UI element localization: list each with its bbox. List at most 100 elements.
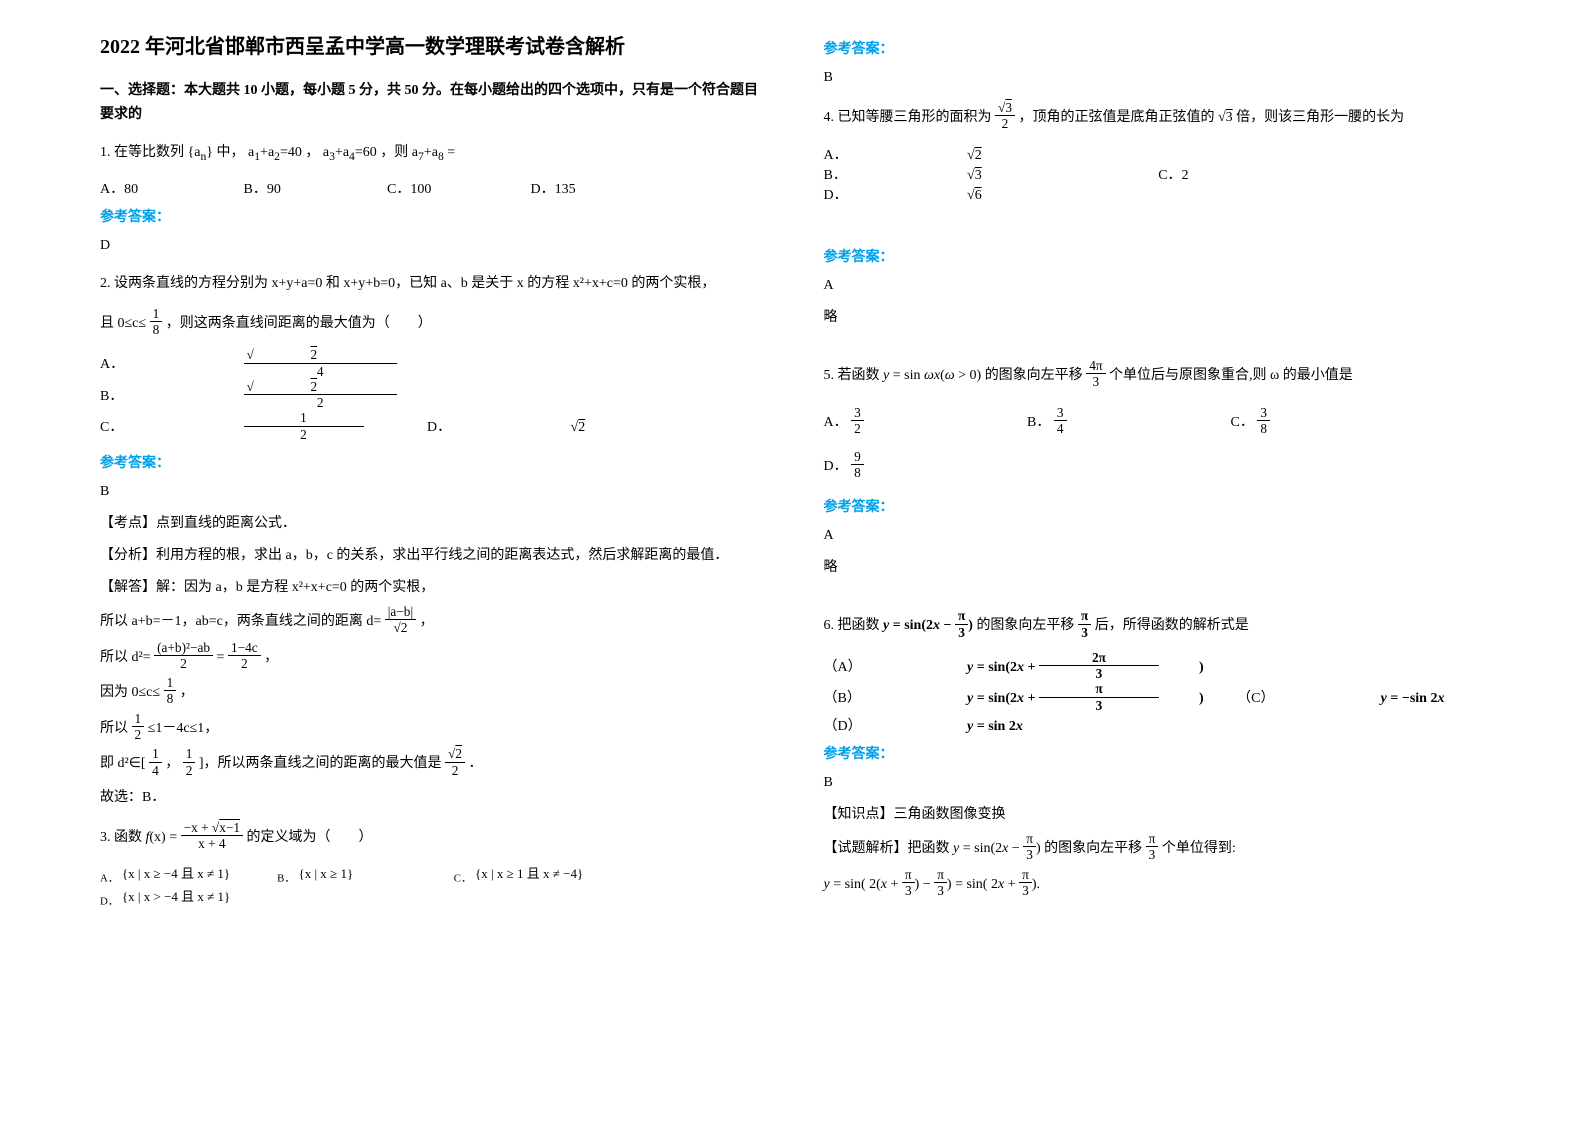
frac-pi-3h: π3 (1019, 867, 1032, 899)
q6-exp2-mid: 的图象向左平移 (1044, 841, 1142, 856)
frac-1-4: 14 (149, 746, 162, 778)
q4-opt-a: A． √2 (824, 144, 1135, 164)
q4-opt-a-label: A． (824, 144, 944, 164)
q3-opt-d-pre: D． (100, 896, 119, 908)
sqrt2: √2 (571, 420, 719, 436)
q5-opt-d-label: D． (824, 459, 848, 474)
q2-answer-label: 参考答案： (100, 452, 764, 472)
q6-opt-d-label: （D） (824, 715, 944, 735)
q2-exp5-prefix: 所以 d²= (100, 650, 151, 665)
q4-exp: 略 (824, 304, 1488, 332)
q6-opt-c-label: （C） (1237, 687, 1357, 707)
q6-stem-mid: 的图象向左平移 (976, 618, 1074, 633)
frac-2pi-3: 2π3 (1039, 650, 1179, 682)
q4-opt-b: B． √3 (824, 164, 1135, 184)
q1-opt-c: C．100 (387, 178, 507, 198)
q2-opt-b: B． √22 (100, 381, 437, 413)
q2-opt-a: A． √24 (100, 349, 437, 381)
question-6: 6. 把函数 y = sin(2x − π3) 的图象向左平移 π3 后，所得函… (824, 610, 1488, 642)
q3-stem-suffix: 的定义域为（ ） (247, 830, 373, 845)
q1-stem-mid2: ， (305, 145, 319, 160)
q6-exp2: 【试题解析】把函数 y = sin(2x − π3) 的图象向左平移 π3 个单… (824, 833, 1488, 865)
q4-stem-suffix: 倍，则该三角形一腰的长为 (1236, 110, 1404, 125)
q3-opt-a: A． {x | x ≥ −4 且 x ≠ 1} (100, 863, 262, 886)
q1-eq3: a7+a8 (412, 145, 444, 160)
frac-pi-3g: π3 (934, 867, 947, 899)
q2-exp8-mid: ， (165, 756, 179, 771)
q2-exp8: 即 d²∈[ 14 ， 12 ]，所以两条直线之间的距离的最大值是 √22 ． (100, 748, 764, 780)
sqrt2b: √2 (967, 148, 1115, 164)
frac-absab-r2: |a−b|√2 (385, 604, 416, 636)
q4-options: A． √2 B． √3 C．2 D． √6 (824, 144, 1488, 204)
q6-func: y = sin(2x − π3) (883, 618, 973, 633)
q2-exp6-suffix: ， (180, 685, 194, 700)
q1-options: A．80 B．90 C．100 D．135 (100, 178, 764, 198)
q2-exp4-suffix: ， (420, 614, 434, 629)
q3-opt-d: D． {x | x > −4 且 x ≠ 1} (100, 886, 262, 909)
frac-1-8b: 18 (164, 675, 177, 707)
q5-answer-label: 参考答案： (824, 496, 1488, 516)
frac-r2-2: √22 (244, 379, 417, 411)
q2-exp1: 【考点】点到直线的距离公式． (100, 510, 764, 538)
q1-stem-mid1: 中， (217, 145, 245, 160)
q4-opt-b-label: B． (824, 164, 944, 184)
frac-1-2c: 12 (183, 746, 196, 778)
q3-opt-b-txt: {x | x ≥ 1} (298, 866, 418, 882)
q3-opt-d-txt: {x | x > −4 且 x ≠ 1} (122, 886, 242, 905)
q1-stem-suffix: = (447, 145, 455, 160)
q2-opt-c-label: C． (100, 416, 220, 436)
frac-4pi-3: 4π3 (1086, 358, 1105, 390)
frac-r2-4: √24 (244, 347, 417, 379)
q2-exp9: 故选：B． (100, 784, 764, 812)
q1-answer: D (100, 232, 764, 260)
frac-1-2: 12 (244, 410, 384, 442)
q5-opt-d: D． 98 (824, 451, 1024, 483)
q5-opt-b: B． 34 (1027, 407, 1227, 439)
q4-opt-d: D． √6 (824, 184, 1135, 204)
q6-stem-prefix: 6. 把函数 (824, 618, 880, 633)
q1-seq: {an} (188, 145, 214, 160)
frac-pi-3f: π3 (902, 867, 915, 899)
q4-r3: √3 (1218, 110, 1233, 125)
q4-stem-mid: ，顶角的正弦值是底角正弦值的 (1018, 110, 1214, 125)
q5-opt-b-label: B． (1027, 415, 1050, 430)
q2-opt-a-label: A． (100, 353, 220, 373)
q3-opt-b: B． {x | x ≥ 1} (277, 866, 438, 886)
q3-opt-c-pre: C． (454, 873, 472, 885)
q5-opt-a-label: A． (824, 415, 848, 430)
q5-stem-mid: 的图象向左平移 (985, 368, 1083, 383)
q6-exp1: 【知识点】三角函数图像变换 (824, 801, 1488, 829)
frac-pi-3d: π3 (1023, 831, 1036, 863)
q5-options: A． 32 B． 34 C． 38 D． 98 (824, 401, 1488, 488)
q6-opt-a-label: （A） (824, 656, 944, 676)
q5-func: y = sin ωx(ω > 0) (883, 368, 981, 383)
q2-exp4-prefix: 所以 a+b=－1，ab=c，两条直线之间的距离 d= (100, 614, 381, 629)
q3-func: f(x) = −x + √x−1x + 4 (146, 830, 247, 845)
sqrt6: √6 (967, 188, 1115, 204)
q2-exp7-suffix: ≤1－4c≤1， (148, 721, 219, 736)
q3-options: A． {x | x ≥ −4 且 x ≠ 1} B． {x | x ≥ 1} C… (100, 863, 764, 908)
question-4: 4. 已知等腰三角形的面积为 √32 ，顶角的正弦值是底角正弦值的 √3 倍，则… (824, 102, 1488, 134)
q2-opt-b-label: B． (100, 385, 220, 405)
q3-answer-label: 参考答案： (824, 38, 1488, 58)
q1-eq2: a3+a4=60 (323, 145, 377, 160)
frac-1-8: 18 (150, 306, 163, 338)
q2-stem2-prefix: 且 0≤c≤ (100, 316, 146, 331)
q2-answer: B (100, 478, 764, 506)
sqrt3: √3 (967, 168, 1115, 184)
q3-opt-a-txt: {x | x ≥ −4 且 x ≠ 1} (122, 863, 242, 882)
q6-opt-b: （B） y = sin(2x + π3) (824, 683, 1204, 715)
q6-opt-d: （D） y = sin 2x (824, 715, 1023, 735)
q5-exp: 略 (824, 554, 1488, 582)
frac-1-4c-2: 1−4c2 (228, 640, 261, 672)
q3-opt-c-txt: {x | x ≥ 1 且 x ≠ −4} (475, 863, 595, 882)
q6-opt-c: （C） y = −sin 2x (1237, 687, 1444, 707)
q2-exp8-mid2: ]，所以两条直线之间的距离的最大值是 (199, 756, 442, 771)
q5-opt-c: C． 38 (1231, 407, 1431, 439)
q1-stem-mid3: ，则 (380, 145, 408, 160)
question-3: 3. 函数 f(x) = −x + √x−1x + 4 的定义域为（ ） (100, 822, 764, 854)
question-1: 1. 在等比数列 {an} 中， a1+a2=40 ， a3+a4=60 ，则 … (100, 139, 764, 168)
frac-9-8: 98 (851, 449, 864, 481)
question-2: 2. 设两条直线的方程分别为 x+y+a=0 和 x+y+b=0，已知 a、b … (100, 270, 764, 298)
q5-stem-prefix: 5. 若函数 (824, 368, 880, 383)
